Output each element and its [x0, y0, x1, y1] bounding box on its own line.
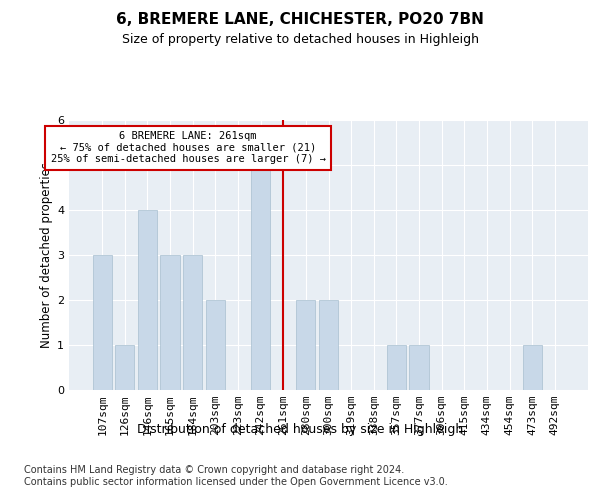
- Bar: [115, 345, 134, 390]
- Bar: [160, 255, 180, 390]
- Bar: [387, 345, 406, 390]
- Bar: [319, 300, 338, 390]
- Bar: [183, 255, 202, 390]
- Bar: [92, 255, 112, 390]
- Text: Distribution of detached houses by size in Highleigh: Distribution of detached houses by size …: [137, 422, 463, 436]
- Bar: [523, 345, 542, 390]
- Bar: [138, 210, 157, 390]
- Bar: [251, 165, 270, 390]
- Text: 6, BREMERE LANE, CHICHESTER, PO20 7BN: 6, BREMERE LANE, CHICHESTER, PO20 7BN: [116, 12, 484, 28]
- Text: Contains HM Land Registry data © Crown copyright and database right 2024.
Contai: Contains HM Land Registry data © Crown c…: [24, 465, 448, 486]
- Bar: [409, 345, 428, 390]
- Text: Size of property relative to detached houses in Highleigh: Size of property relative to detached ho…: [121, 32, 479, 46]
- Bar: [296, 300, 316, 390]
- Y-axis label: Number of detached properties: Number of detached properties: [40, 162, 53, 348]
- Text: 6 BREMERE LANE: 261sqm
← 75% of detached houses are smaller (21)
25% of semi-det: 6 BREMERE LANE: 261sqm ← 75% of detached…: [50, 131, 326, 164]
- Bar: [206, 300, 225, 390]
